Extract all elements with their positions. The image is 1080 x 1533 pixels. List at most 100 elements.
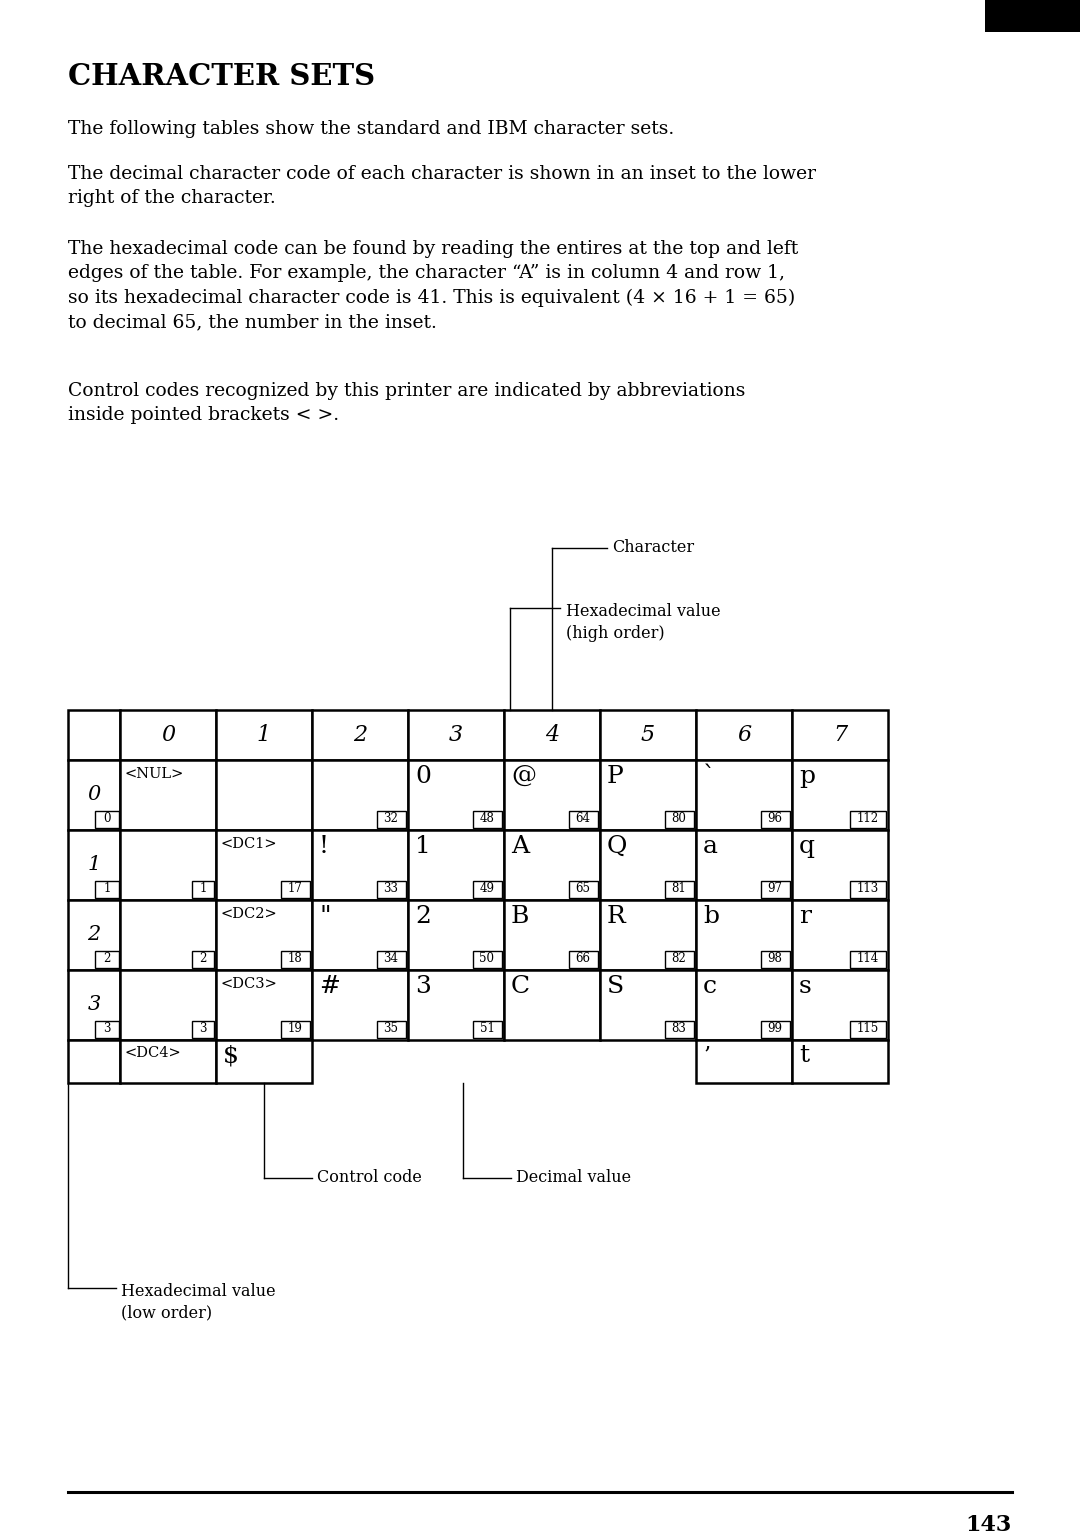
Bar [312,900,408,970]
Bar [850,1021,886,1038]
Bar [312,970,408,1039]
Bar [761,1021,789,1038]
Text: 33: 33 [383,883,399,895]
Bar [377,950,406,967]
Text: 48: 48 [480,812,495,825]
Text: <DC2>: <DC2> [221,908,278,921]
Bar [569,881,598,898]
Bar [696,710,792,760]
Bar [696,970,792,1039]
Text: 1: 1 [87,855,100,874]
Bar [600,710,696,760]
Text: 3: 3 [415,975,431,998]
Text: 98: 98 [768,952,782,966]
Text: B: B [511,904,529,927]
Bar [600,900,696,970]
Text: 83: 83 [672,1023,687,1035]
Text: <DC1>: <DC1> [221,837,278,851]
Text: ’: ’ [703,1044,710,1065]
Text: 80: 80 [672,812,687,825]
Text: 4: 4 [545,724,559,747]
Bar [216,710,312,760]
Text: R: R [607,904,625,927]
Bar [504,710,600,760]
Text: 1: 1 [415,835,431,858]
Text: 3: 3 [104,1023,111,1035]
Text: 0: 0 [415,765,431,788]
Bar [192,881,214,898]
Bar [216,900,312,970]
Bar [312,760,408,829]
Text: 49: 49 [480,883,495,895]
Bar [120,760,216,829]
Bar [504,829,600,900]
Text: p: p [799,765,815,788]
Text: 3: 3 [199,1023,206,1035]
Bar [665,950,694,967]
Bar [68,1039,120,1082]
Text: 99: 99 [768,1023,783,1035]
Bar [408,710,504,760]
Text: $: $ [222,1044,239,1067]
Text: 64: 64 [576,812,591,825]
Bar [504,760,600,829]
Text: The following tables show the standard and IBM character sets.: The following tables show the standard a… [68,120,674,138]
Bar [473,811,502,828]
Text: 2: 2 [200,952,206,966]
Text: 32: 32 [383,812,399,825]
Bar [216,760,312,829]
Text: 0: 0 [161,724,175,747]
Text: 50: 50 [480,952,495,966]
Bar [792,970,888,1039]
Text: 6: 6 [737,724,751,747]
Text: 97: 97 [768,883,783,895]
Bar [377,811,406,828]
Bar [120,710,216,760]
Bar [985,0,1080,32]
Text: b: b [703,904,719,927]
Text: 2: 2 [415,904,431,927]
Text: 18: 18 [287,952,302,966]
Text: P: P [607,765,624,788]
Bar [696,760,792,829]
Text: a: a [703,835,718,858]
Bar [68,760,120,829]
Text: 19: 19 [287,1023,302,1035]
Text: Control code: Control code [318,1170,422,1187]
Bar [192,1021,214,1038]
Bar [850,950,886,967]
Bar [95,950,119,967]
Text: C: C [511,975,530,998]
Text: A: A [511,835,529,858]
Text: 113: 113 [856,883,879,895]
Text: 96: 96 [768,812,783,825]
Bar [473,881,502,898]
Text: t: t [799,1044,809,1067]
Text: 143: 143 [966,1515,1012,1533]
Bar [120,900,216,970]
Bar [761,881,789,898]
Text: 2: 2 [104,952,110,966]
Bar [665,1021,694,1038]
Bar [504,900,600,970]
Text: 3: 3 [87,995,100,1015]
Text: q: q [799,835,815,858]
Bar [312,829,408,900]
Bar [95,811,119,828]
Bar [216,829,312,900]
Bar [761,811,789,828]
Text: 0: 0 [104,812,111,825]
Bar [312,710,408,760]
Text: 17: 17 [287,883,302,895]
Text: c: c [703,975,717,998]
Bar [68,829,120,900]
Text: 51: 51 [480,1023,495,1035]
Bar [792,900,888,970]
Bar [68,970,120,1039]
Text: Decimal value: Decimal value [516,1170,631,1187]
Text: 114: 114 [856,952,879,966]
Bar [600,970,696,1039]
Bar [281,1021,310,1038]
Text: ": " [319,904,330,927]
Text: 1: 1 [257,724,271,747]
